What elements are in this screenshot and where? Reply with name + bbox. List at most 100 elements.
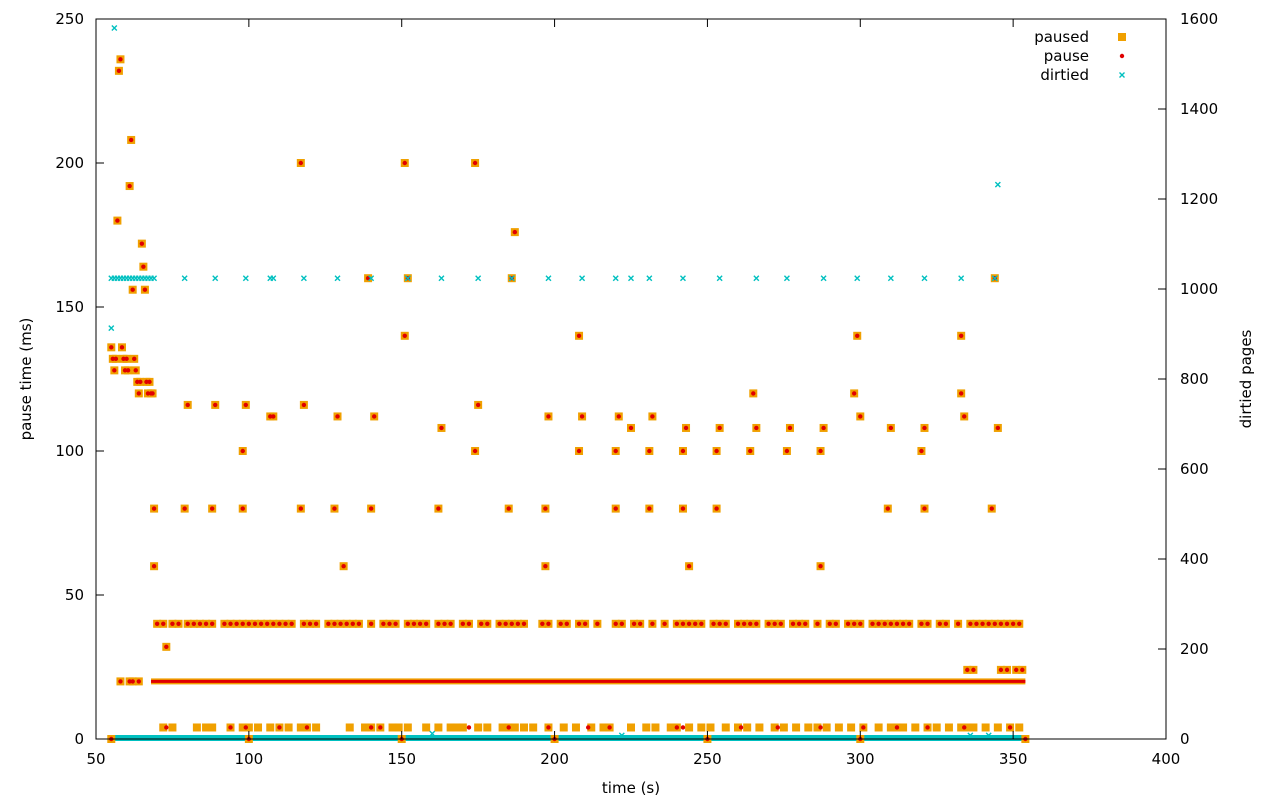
paused-point: [284, 723, 293, 732]
pause-point: [717, 425, 722, 431]
pause-point: [965, 667, 970, 673]
pause-point: [674, 621, 680, 626]
paused-point: [743, 723, 752, 732]
pause-point: [851, 621, 857, 626]
pause-point: [613, 448, 618, 454]
series-paused: [107, 55, 1030, 743]
pause-point: [546, 725, 551, 730]
pause-point: [821, 425, 826, 431]
pause-point: [133, 368, 138, 373]
paused-point: [361, 723, 370, 732]
pause-point: [344, 621, 349, 626]
pause-point: [986, 621, 991, 626]
pause-point: [170, 621, 175, 626]
paused-point: [804, 723, 813, 732]
pause-point: [128, 137, 134, 143]
pause-point: [209, 506, 215, 511]
pause-point: [680, 621, 686, 626]
paused-point: [847, 723, 856, 732]
dirtied-point: [508, 275, 515, 282]
pause-point: [136, 391, 141, 396]
pause-point: [268, 414, 273, 419]
dirtied-point: [783, 275, 790, 282]
pause-point: [164, 644, 169, 650]
pause-point: [151, 506, 157, 511]
pause-point: [748, 621, 753, 626]
paused-point: [899, 723, 908, 732]
pause-point: [332, 506, 337, 511]
pause-point: [439, 425, 444, 431]
pause-point: [479, 621, 484, 626]
pause-point: [197, 621, 203, 626]
pause-point: [326, 621, 331, 626]
pause-point: [402, 160, 407, 166]
y2-tick-label: 1200: [1180, 190, 1218, 208]
pause-point: [112, 368, 117, 373]
paused-point: [266, 723, 275, 732]
paused-point: [1015, 723, 1024, 732]
paused-point: [208, 723, 217, 732]
dirtied-point: [475, 275, 482, 282]
y-tick-label: 50: [65, 586, 84, 604]
legend-marker-paused: [1118, 33, 1126, 41]
pause-point: [674, 725, 680, 730]
pause-point: [121, 356, 126, 362]
x-tick-label: 150: [387, 750, 416, 768]
pause-point: [289, 621, 294, 626]
paused-point: [834, 723, 843, 732]
pause-point: [350, 621, 355, 626]
pause-point: [298, 506, 304, 511]
pause-point: [368, 725, 374, 730]
pause-point: [130, 287, 135, 292]
pause-point: [277, 725, 282, 730]
dirtied-point: [991, 275, 998, 282]
pause-point: [209, 621, 215, 626]
pause-point: [298, 160, 304, 166]
pause-point: [650, 621, 655, 626]
baseline-layer: [111, 678, 1026, 741]
y2-tick-label: 400: [1180, 550, 1209, 568]
pause-point: [138, 379, 143, 385]
y-tick-label: 200: [55, 154, 84, 172]
pause-point: [616, 414, 621, 419]
dirtied-point: [646, 275, 653, 282]
x-tick-label: 350: [999, 750, 1028, 768]
pause-point: [607, 725, 612, 730]
paused-point: [403, 723, 412, 732]
paused-point: [452, 723, 461, 732]
pause-point: [818, 448, 823, 454]
x-tick-label: 100: [235, 750, 264, 768]
series-dirtied: [108, 25, 1001, 739]
paused-point: [957, 723, 966, 732]
pause-point: [411, 621, 417, 626]
dirtied-point: [545, 275, 552, 282]
dirtied-point: [368, 275, 375, 282]
pause-point: [110, 356, 116, 362]
paused-point: [498, 723, 507, 732]
pause-point: [512, 229, 518, 235]
pause-point: [442, 621, 447, 626]
dirtied-point: [994, 181, 1001, 188]
pause-point: [968, 621, 973, 626]
pause-point: [631, 621, 637, 626]
pause-point: [113, 356, 119, 362]
pause-point: [711, 621, 716, 626]
paused-point: [312, 723, 321, 732]
paused-point: [651, 723, 660, 732]
legend-label-paused: paused: [1034, 28, 1089, 46]
legend-label-pause: pause: [1044, 47, 1089, 65]
paused-point: [587, 723, 596, 732]
paused-point: [422, 723, 431, 732]
pause-point: [1017, 621, 1022, 626]
paused-point: [520, 723, 528, 732]
dirtied-point: [753, 275, 760, 282]
pause-point: [243, 725, 248, 730]
pause-point: [368, 621, 374, 626]
series-pause: [109, 57, 1028, 742]
pause-point: [135, 379, 140, 385]
pause-point: [118, 57, 123, 62]
pause-point: [164, 725, 169, 730]
paused-point: [483, 723, 492, 732]
paused-point: [734, 723, 742, 732]
pause-point: [943, 621, 949, 626]
